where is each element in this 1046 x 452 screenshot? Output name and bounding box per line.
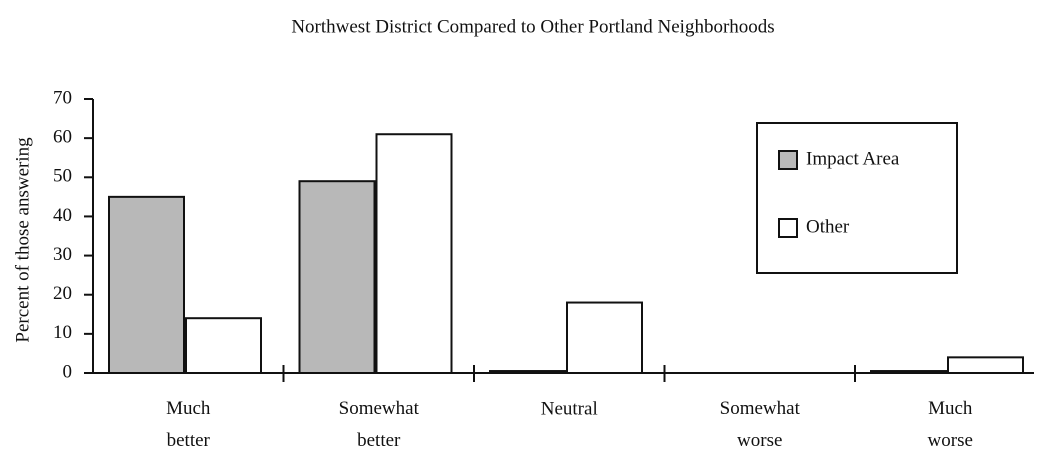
- y-tick-label: 40: [53, 205, 72, 226]
- x-tick-label: Much better: [166, 398, 211, 451]
- x-tick-label: Neutral: [541, 398, 598, 419]
- bar: [375, 133, 453, 374]
- bar: [185, 317, 262, 375]
- legend-swatch: [778, 218, 798, 238]
- y-tick-label: 10: [53, 322, 72, 343]
- y-tick-label: 50: [53, 166, 72, 187]
- y-tick-label: 30: [53, 244, 72, 265]
- legend-label: Impact Area: [806, 148, 900, 169]
- legend-swatch: [778, 150, 798, 170]
- bar: [870, 370, 947, 374]
- y-tick-label: 0: [63, 361, 73, 382]
- bar: [947, 356, 1024, 375]
- y-tick-label: 20: [53, 283, 72, 304]
- x-tick-label: Somewhat better: [339, 398, 420, 451]
- bar: [489, 370, 566, 374]
- y-tick-label: 70: [53, 87, 72, 108]
- x-tick-label: Much worse: [928, 398, 973, 451]
- chart-title: Northwest District Compared to Other Por…: [291, 16, 774, 37]
- bar: [298, 180, 376, 374]
- bar: [108, 195, 185, 374]
- bar: [566, 301, 643, 374]
- y-axis-label: Percent of those answering: [12, 137, 33, 343]
- legend-box: [756, 122, 958, 274]
- x-tick-label: Somewhat worse: [720, 398, 801, 451]
- y-tick-label: 60: [53, 127, 72, 148]
- legend-label: Other: [806, 216, 850, 237]
